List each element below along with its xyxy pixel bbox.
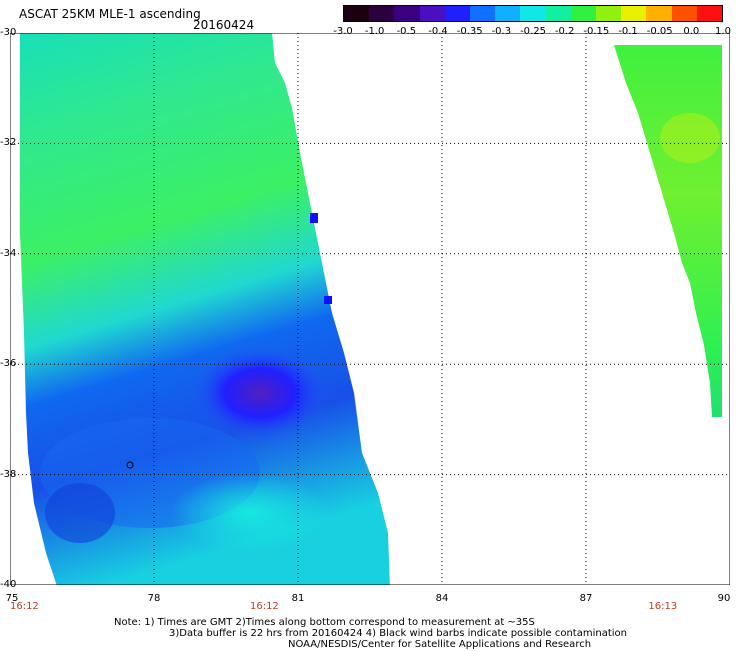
storm-center-marker <box>126 461 134 469</box>
latitude-label: -30 <box>0 27 17 38</box>
longitude-label: 75 <box>5 593 19 604</box>
swath-time-label: 16:12 <box>249 601 279 612</box>
note-line-2: 3)Data buffer is 22 hrs from 20160424 4)… <box>169 628 627 639</box>
color-scale-label: -3.0 <box>333 26 353 37</box>
color-scale-segment <box>621 6 647 21</box>
latitude-label: -40 <box>0 579 17 590</box>
right-swath <box>614 45 722 417</box>
swath-map <box>10 33 730 585</box>
color-scale-segment <box>495 6 521 21</box>
color-scale-segment <box>369 6 395 21</box>
color-scale-label: -0.4 <box>428 26 448 37</box>
latitude-label: -36 <box>0 358 17 370</box>
color-scale-segment <box>570 6 597 21</box>
color-scale-label: -0.25 <box>520 26 546 37</box>
color-scale-label: -0.15 <box>583 26 610 37</box>
color-scale-label: -0.3 <box>491 26 512 37</box>
longitude-label: 90 <box>717 593 731 604</box>
color-scale-segment <box>596 6 622 21</box>
color-scale-label: 1.0 <box>715 26 731 37</box>
color-scale-bar <box>343 5 723 22</box>
color-scale-segment <box>344 6 370 21</box>
color-scale-label: -1.0 <box>364 26 385 37</box>
swath-time-label: 16:12 <box>9 601 39 612</box>
color-scale-segment <box>545 6 571 21</box>
longitude-label: 78 <box>147 593 161 604</box>
longitude-label: 81 <box>291 593 305 604</box>
latitude-label: -38 <box>0 468 17 480</box>
color-scale-segment <box>419 6 445 21</box>
color-scale-segment <box>444 6 471 21</box>
color-scale-label: -0.35 <box>456 26 483 37</box>
map-date: 20160424 <box>193 18 255 32</box>
color-scale-segment <box>394 6 420 21</box>
swath-time-label: 16:13 <box>648 601 678 612</box>
color-scale-segment <box>696 6 723 21</box>
map-title: ASCAT 25KM MLE-1 ascending <box>19 7 201 21</box>
note-line-1: Note: 1) Times are GMT 2)Times along bot… <box>114 617 535 628</box>
color-scale-segment <box>671 6 697 21</box>
color-scale-segment <box>470 6 496 21</box>
color-scale-segment <box>646 6 672 21</box>
longitude-label: 87 <box>579 593 593 604</box>
color-scale-label: -0.5 <box>396 26 417 37</box>
map-gridlines <box>10 33 730 585</box>
note-line-3: NOAA/NESDIS/Center for Satellite Applica… <box>288 639 592 650</box>
color-scale-label: 0.0 <box>683 26 700 37</box>
latitude-label: -34 <box>0 247 17 259</box>
color-scale-label: -0.05 <box>646 26 673 37</box>
color-scale-segment <box>520 6 546 21</box>
color-scale-label: -0.1 <box>618 26 638 37</box>
latitude-label: -32 <box>0 137 17 149</box>
color-scale-label: -0.2 <box>554 26 575 37</box>
longitude-label: 84 <box>435 593 449 604</box>
